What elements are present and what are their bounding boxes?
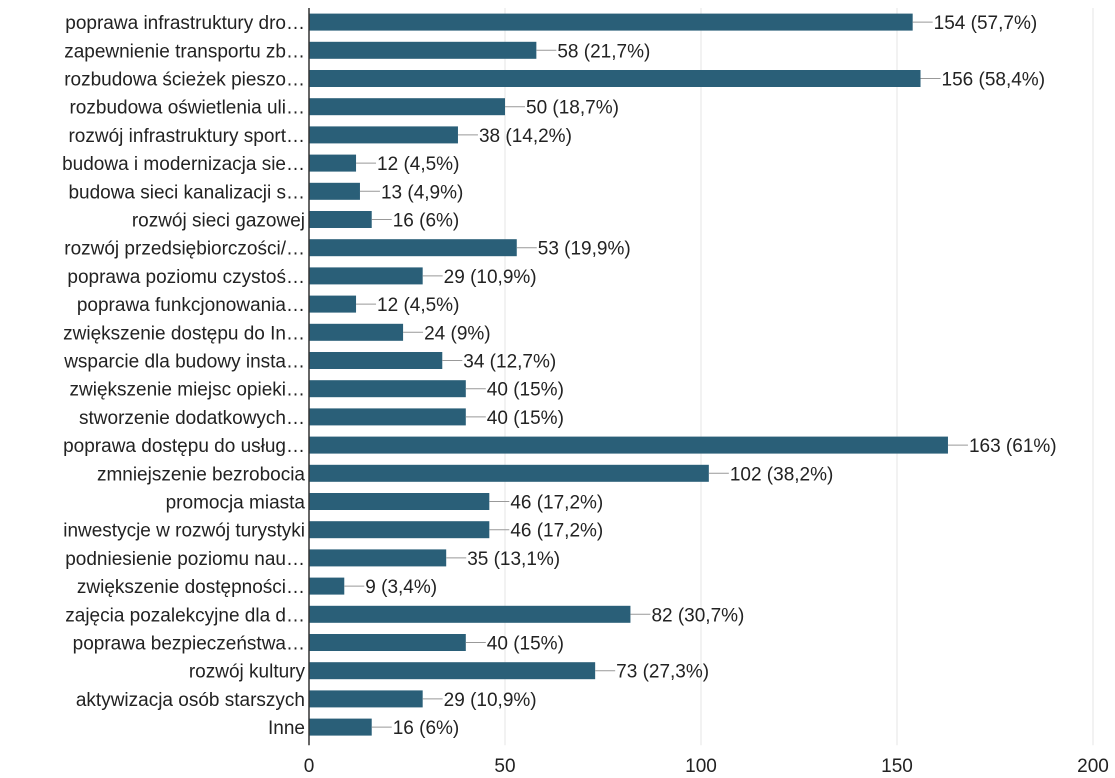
category-labels: poprawa infrastruktury dro… zapewnienie t…: [62, 13, 305, 739]
data-label: 46 (17,2%): [510, 493, 603, 514]
category-label: rozwój kultury: [189, 662, 306, 683]
category-label: rozwój infrastruktury sport…: [68, 126, 305, 147]
data-label: 50 (18,7%): [526, 98, 619, 119]
data-label: 73 (27,3%): [616, 662, 709, 683]
data-label: 156 (58,4%): [942, 70, 1046, 91]
bar: [309, 98, 505, 116]
category-label: rozbudowa oświetlenia uli…: [69, 98, 305, 119]
bar: [309, 13, 913, 31]
category-label: budowa sieci kanalizacji s…: [68, 182, 305, 203]
bar: [309, 690, 423, 708]
category-label: rozwój przedsiębiorczości/…: [64, 239, 305, 260]
category-label: zmniejszenie bezrobocia: [97, 464, 305, 485]
x-tick-label: 100: [685, 756, 717, 777]
x-tick-label: 50: [494, 756, 515, 777]
bar: [309, 239, 517, 257]
bar: [309, 211, 372, 228]
data-label: 29 (10,9%): [444, 267, 537, 288]
bar: [309, 295, 357, 313]
data-label: 34 (12,7%): [463, 352, 556, 373]
category-label: poprawa funkcjonowania…: [77, 295, 305, 316]
data-label: 82 (30,7%): [651, 605, 744, 626]
category-label: aktywizacja osób starszych: [76, 690, 305, 711]
data-label: 58 (21,7%): [557, 41, 650, 62]
data-label: 35 (13,1%): [467, 549, 560, 570]
data-label: 40 (15%): [487, 380, 564, 401]
data-label: 24 (9%): [424, 323, 491, 344]
bar: [309, 408, 466, 426]
data-label: 16 (6%): [393, 211, 460, 232]
data-label: 16 (6%): [393, 718, 460, 739]
category-label: inwestycje w rozwój turystyki: [63, 521, 305, 542]
category-label: poprawa dostępu do usług…: [63, 436, 305, 457]
category-label: rozbudowa ścieżek pieszo…: [64, 70, 305, 91]
category-label: budowa i modernizacja sie…: [62, 154, 305, 175]
data-label: 163 (61%): [969, 436, 1057, 457]
category-label: zwiększenie miejsc opieki…: [70, 380, 305, 401]
category-label: zajęcia pozalekcyjne dla d…: [65, 605, 305, 626]
bar: [309, 380, 466, 398]
bar: [309, 70, 921, 87]
data-label: 13 (4,9%): [381, 182, 463, 203]
data-label: 53 (19,9%): [538, 239, 631, 260]
data-label: 9 (3,4%): [365, 577, 437, 598]
category-label: rozwój sieci gazowej: [132, 211, 305, 232]
data-label: 40 (15%): [487, 634, 564, 655]
bar: [309, 126, 458, 144]
x-tick-labels: 0 50 100 150 200: [304, 756, 1109, 777]
data-label: 102 (38,2%): [730, 464, 834, 485]
data-label: 12 (4,5%): [377, 295, 459, 316]
data-label: 46 (17,2%): [510, 521, 603, 542]
data-label: 12 (4,5%): [377, 154, 459, 175]
category-label: zapewnienie transportu zb…: [64, 41, 305, 62]
bar: [309, 634, 466, 651]
bar: [309, 493, 490, 510]
category-label: stworzenie dodatkowych…: [79, 408, 305, 429]
category-label: zwiększenie dostępności…: [77, 577, 305, 598]
bar: [309, 182, 360, 200]
bar: [309, 549, 447, 567]
category-label: wsparcie dla budowy insta…: [63, 352, 305, 373]
data-label: 40 (15%): [487, 408, 564, 429]
category-label: Inne: [268, 718, 305, 739]
x-tick-label: 0: [304, 756, 315, 777]
bar: [309, 436, 948, 454]
x-tick-label: 200: [1077, 756, 1109, 777]
bar: [309, 41, 537, 59]
bar: [309, 267, 423, 285]
category-label: podniesienie poziomu nau…: [65, 549, 305, 570]
bar: [309, 352, 443, 369]
category-label: promocja miasta: [166, 493, 306, 514]
bar: [309, 154, 357, 172]
bar: [309, 521, 490, 539]
category-label: poprawa bezpieczeństwa…: [73, 634, 305, 655]
category-label: poprawa poziomu czystoś…: [67, 267, 305, 288]
data-label: 29 (10,9%): [444, 690, 537, 711]
x-tick-label: 150: [881, 756, 913, 777]
bar: [309, 718, 372, 736]
bar: [309, 323, 404, 341]
bar: [309, 464, 709, 482]
leader-lines: [344, 21, 968, 728]
bar: [309, 577, 345, 595]
data-label: 154 (57,7%): [934, 13, 1038, 34]
category-label: poprawa infrastruktury dro…: [65, 13, 305, 34]
data-labels: 154 (57,7%) 58 (21,7%) 156 (58,4%) 50 (18,7…: [365, 13, 1056, 739]
data-label: 38 (14,2%): [479, 126, 572, 147]
bars: [309, 13, 948, 736]
bar: [309, 605, 631, 623]
category-label: zwiększenie dostępu do In…: [63, 323, 305, 344]
bar: [309, 662, 596, 680]
